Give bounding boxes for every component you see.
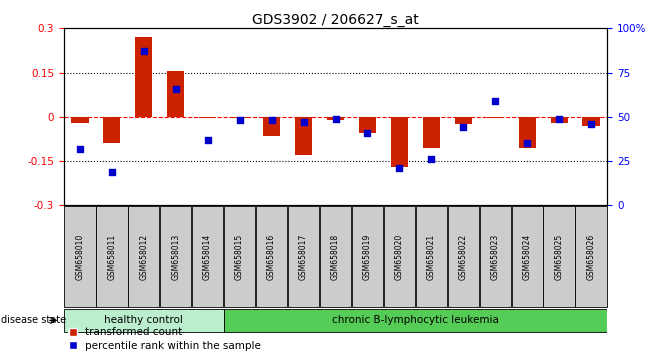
Text: healthy control: healthy control: [104, 315, 183, 325]
Point: [298, 119, 309, 125]
Point: [106, 169, 117, 175]
FancyBboxPatch shape: [160, 206, 191, 307]
Text: GSM658020: GSM658020: [395, 234, 404, 280]
Bar: [391, 117, 408, 167]
Point: [426, 156, 437, 162]
Bar: [71, 117, 89, 123]
Bar: [199, 117, 217, 118]
Title: GDS3902 / 206627_s_at: GDS3902 / 206627_s_at: [252, 13, 419, 27]
Text: GSM658014: GSM658014: [203, 234, 212, 280]
Point: [586, 121, 597, 127]
Point: [138, 48, 149, 54]
FancyBboxPatch shape: [544, 206, 575, 307]
Bar: [295, 117, 312, 155]
Bar: [550, 117, 568, 123]
Bar: [519, 117, 536, 148]
FancyBboxPatch shape: [576, 206, 607, 307]
Text: disease state: disease state: [1, 315, 66, 325]
Text: GSM658010: GSM658010: [75, 234, 85, 280]
FancyBboxPatch shape: [511, 206, 543, 307]
FancyBboxPatch shape: [64, 206, 95, 307]
Point: [554, 116, 565, 121]
Point: [394, 165, 405, 171]
Text: GSM658012: GSM658012: [139, 234, 148, 280]
Point: [234, 118, 245, 123]
Point: [458, 125, 469, 130]
FancyBboxPatch shape: [64, 309, 223, 331]
Bar: [103, 117, 121, 143]
FancyBboxPatch shape: [319, 206, 352, 307]
FancyBboxPatch shape: [415, 206, 448, 307]
Text: GSM658019: GSM658019: [363, 234, 372, 280]
Text: GSM658026: GSM658026: [586, 234, 596, 280]
FancyBboxPatch shape: [192, 206, 223, 307]
Bar: [423, 117, 440, 148]
Bar: [582, 117, 600, 126]
FancyBboxPatch shape: [448, 206, 479, 307]
FancyBboxPatch shape: [223, 309, 607, 331]
Bar: [359, 117, 376, 133]
Point: [202, 137, 213, 143]
FancyBboxPatch shape: [288, 206, 319, 307]
Point: [266, 118, 277, 123]
Text: GSM658021: GSM658021: [427, 234, 436, 280]
Bar: [327, 117, 344, 120]
Text: GSM658022: GSM658022: [459, 234, 468, 280]
Bar: [231, 117, 248, 118]
Text: GSM658023: GSM658023: [491, 234, 500, 280]
FancyBboxPatch shape: [480, 206, 511, 307]
FancyBboxPatch shape: [384, 206, 415, 307]
Bar: [263, 117, 280, 136]
FancyBboxPatch shape: [223, 206, 256, 307]
Text: GSM658011: GSM658011: [107, 234, 116, 280]
Text: GSM658015: GSM658015: [235, 234, 244, 280]
FancyBboxPatch shape: [128, 206, 160, 307]
Text: GSM658024: GSM658024: [523, 234, 532, 280]
Legend: transformed count, percentile rank within the sample: transformed count, percentile rank withi…: [69, 327, 260, 350]
Text: GSM658018: GSM658018: [331, 234, 340, 280]
Bar: [454, 117, 472, 124]
FancyBboxPatch shape: [256, 206, 287, 307]
Text: GSM658017: GSM658017: [299, 234, 308, 280]
Bar: [167, 71, 185, 117]
Bar: [135, 37, 152, 117]
FancyBboxPatch shape: [96, 206, 127, 307]
FancyBboxPatch shape: [352, 206, 383, 307]
Point: [170, 86, 181, 91]
Point: [362, 130, 373, 136]
Text: GSM658013: GSM658013: [171, 234, 180, 280]
Point: [74, 146, 85, 152]
Point: [330, 116, 341, 121]
Text: GSM658016: GSM658016: [267, 234, 276, 280]
Text: chronic B-lymphocytic leukemia: chronic B-lymphocytic leukemia: [332, 315, 499, 325]
Text: GSM658025: GSM658025: [555, 234, 564, 280]
Point: [522, 141, 533, 146]
Bar: [486, 117, 504, 118]
Point: [490, 98, 501, 104]
